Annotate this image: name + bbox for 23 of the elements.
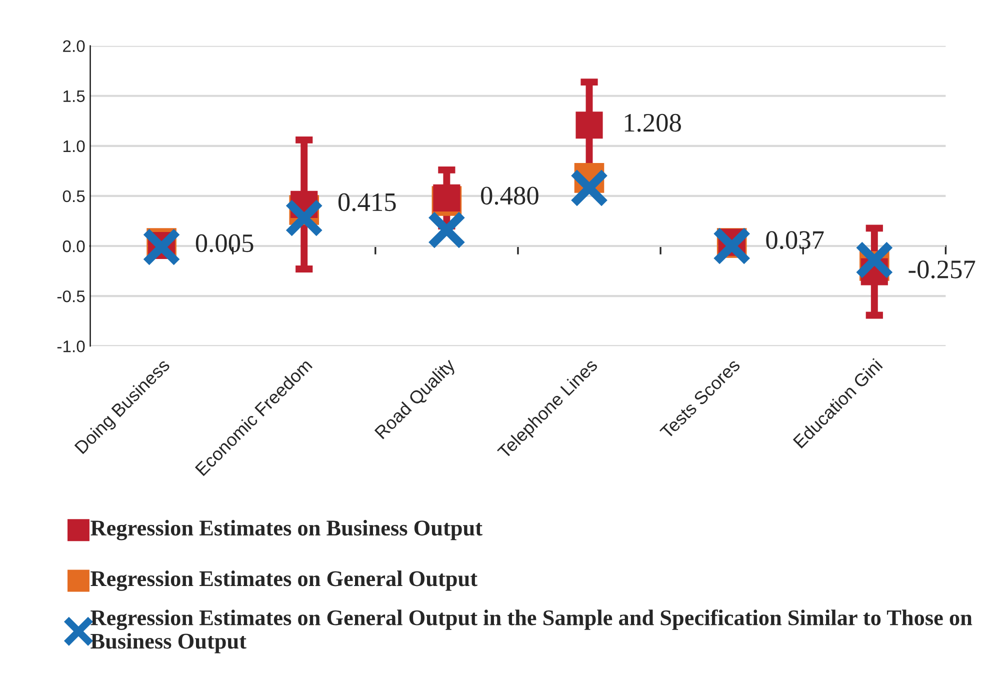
y-tick-label: 0.0 [62, 240, 85, 252]
data-label: 0.037 [766, 231, 824, 250]
y-tick-label: 1.5 [63, 90, 85, 102]
data-label: 0.005 [196, 234, 254, 252]
y-tick-label: -1.0 [57, 340, 85, 352]
data-label: 0.480 [481, 186, 538, 205]
data-label: 1.208 [624, 114, 681, 132]
point [142, 228, 181, 266]
legend-label: Regression Estimates on General Output in the Sample and Specification Similar to Those on Business Output [90, 609, 972, 654]
point [712, 226, 752, 266]
y-tick-label: -0.5 [57, 290, 85, 302]
legend-label: Regression Estimates on Business Output [90, 520, 482, 540]
legend-label: Regression Estimates on General Output [90, 570, 478, 591]
point [855, 240, 894, 280]
data-label: 0.415 [338, 193, 396, 212]
data-label: -0.257 [908, 260, 976, 278]
y-tick-label: 1.0 [63, 140, 85, 152]
point [576, 112, 603, 139]
point [570, 168, 609, 208]
point [427, 210, 466, 250]
y-tick-label: 0.5 [62, 190, 85, 202]
point [284, 198, 324, 238]
y-tick-label: 2.0 [63, 40, 85, 52]
